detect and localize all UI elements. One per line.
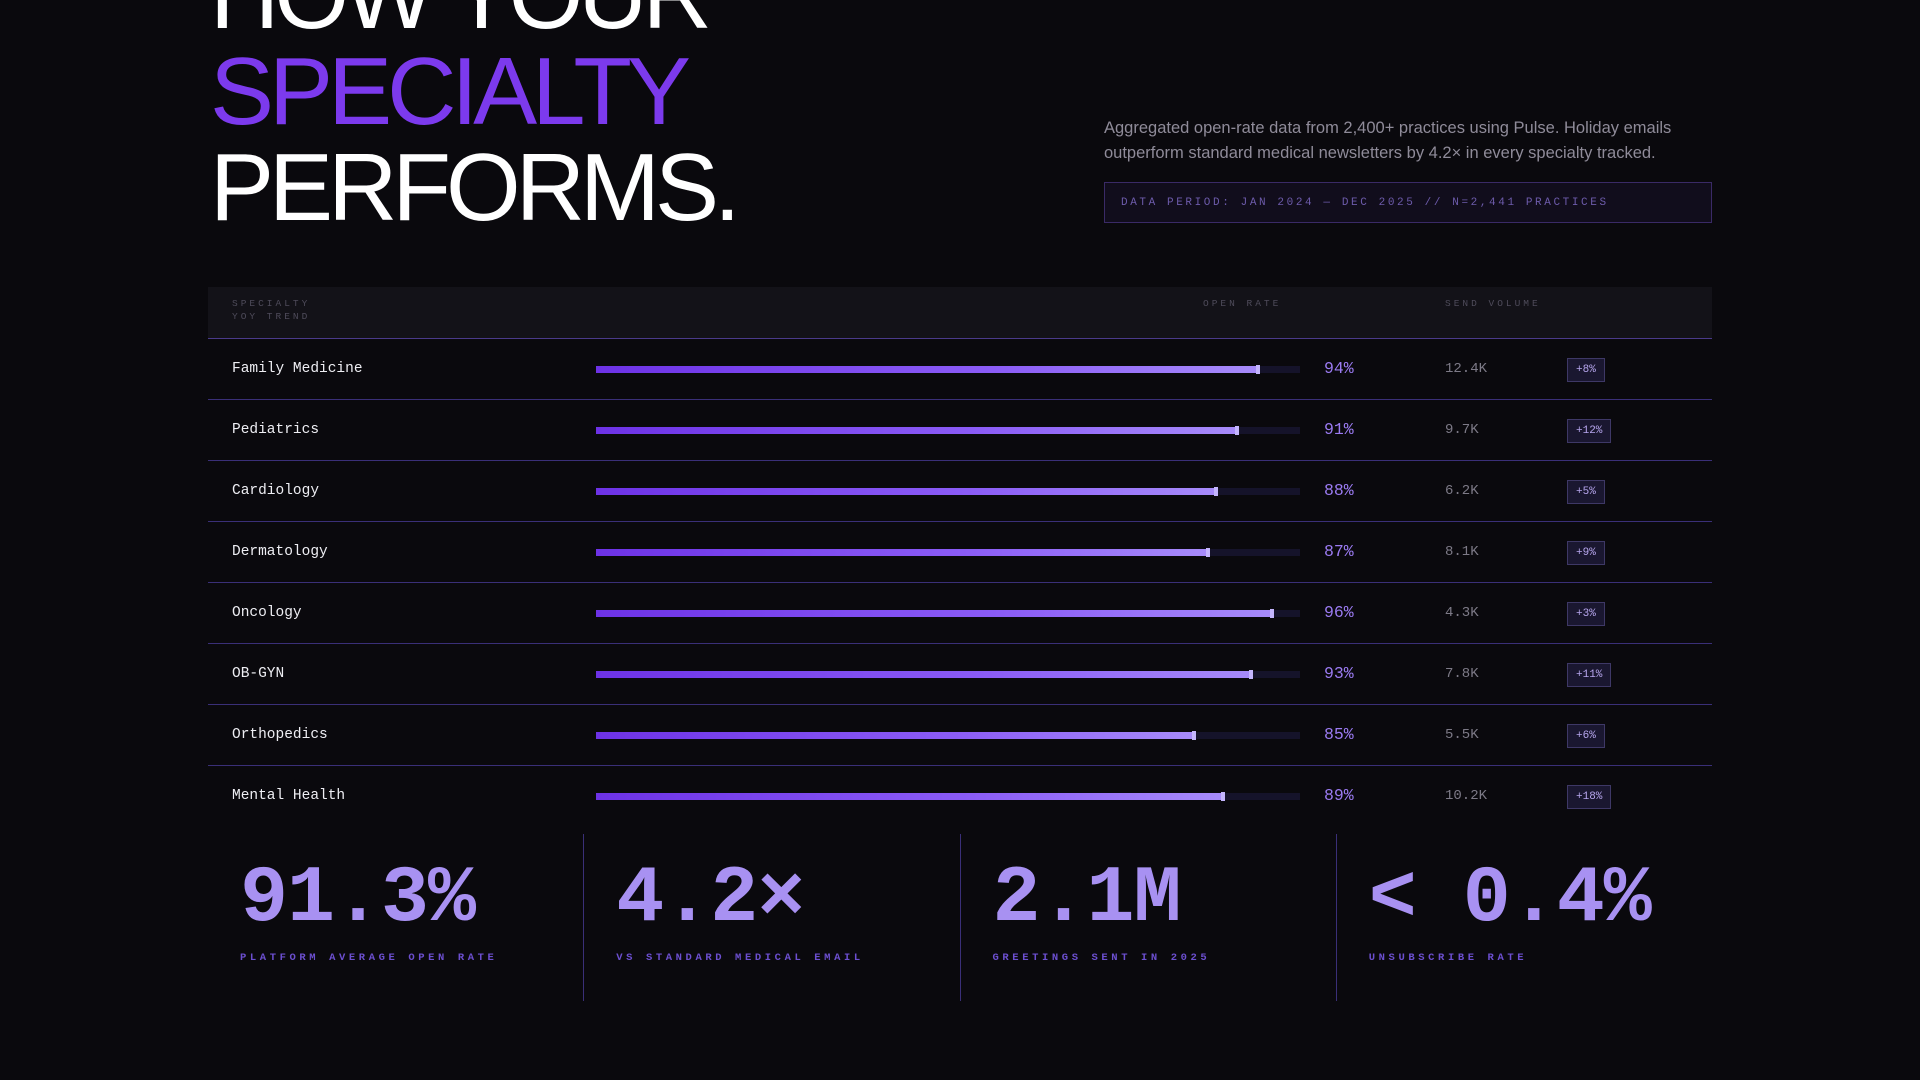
open-rate-bar-track <box>596 548 1300 557</box>
stat-value: 2.1M <box>992 854 1182 945</box>
yoy-trend-badge: +12% <box>1567 419 1612 443</box>
stat-value: 4.2× <box>616 854 805 945</box>
headline-line-1: HOW YOUR <box>210 0 736 44</box>
yoy-trend-badge: +9% <box>1567 541 1605 565</box>
stat-card: 91.3% PLATFORM AVERAGE OPEN RATE <box>208 834 583 1001</box>
header-specialty: SPECIALTY <box>232 298 311 309</box>
table-row: Dermatology 87% 8.1K +9% <box>208 522 1712 583</box>
yoy-trend-badge: +6% <box>1567 724 1605 748</box>
stat-value: < 0.4% <box>1368 854 1652 945</box>
table-body: Family Medicine 94% 12.4K +8% Pediatrics 91% 9… <box>208 339 1712 827</box>
open-rate-value: 87% <box>1324 542 1354 561</box>
stat-card: 2.1M GREETINGS SENT IN 2025 <box>959 834 1336 1001</box>
open-rate-bar-tip <box>1206 548 1211 557</box>
open-rate-value: 89% <box>1324 786 1354 805</box>
open-rate-bar-tip <box>1255 365 1260 374</box>
send-volume-value: 6.2K <box>1445 483 1479 499</box>
send-volume-value: 5.5K <box>1445 727 1479 743</box>
open-rate-bar-tip <box>1192 731 1197 740</box>
open-rate-bar-track <box>596 670 1300 679</box>
open-rate-value: 85% <box>1324 725 1354 744</box>
intro-description: Aggregated open-rate data from 2,400+ pr… <box>1104 119 1672 162</box>
open-rate-bar <box>596 609 1274 618</box>
data-period-badge: DATA PERIOD: JAN 2024 — DEC 2025 // N=2,… <box>1104 182 1712 223</box>
stat-value: 91.3% <box>240 854 476 945</box>
open-rate-bar-track <box>596 426 1300 435</box>
open-rate-bar <box>596 548 1211 557</box>
send-volume-value: 8.1K <box>1445 544 1479 560</box>
yoy-trend-badge: +5% <box>1567 480 1605 504</box>
yoy-trend-badge: +11% <box>1567 663 1612 687</box>
specialty-name: Orthopedics <box>232 727 328 743</box>
open-rate-bar-track <box>596 365 1300 374</box>
header-specialty-trend: SPECIALTY YOY TREND <box>232 297 310 323</box>
table-row: Family Medicine 94% 12.4K +8% <box>208 339 1712 400</box>
yoy-trend-badge: +3% <box>1567 602 1605 626</box>
table-row: Cardiology 88% 6.2K +5% <box>208 461 1712 522</box>
open-rate-bar <box>596 487 1218 496</box>
stat-label: VS STANDARD MEDICAL EMAIL <box>616 952 864 964</box>
headline-line-2: SPECIALTY <box>210 38 691 145</box>
header-open-rate: OPEN RATE <box>1203 298 1282 309</box>
open-rate-bar-tip <box>1248 670 1253 679</box>
open-rate-value: 88% <box>1324 481 1354 500</box>
specialty-name: Mental Health <box>232 788 346 804</box>
table-row: Pediatrics 91% 9.7K +12% <box>208 400 1712 461</box>
specialty-name: Family Medicine <box>232 361 363 377</box>
send-volume-value: 12.4K <box>1445 361 1488 377</box>
open-rate-bar <box>596 792 1225 801</box>
open-rate-bar-tip <box>1234 426 1239 435</box>
specialty-name: Pediatrics <box>232 422 320 438</box>
stat-label: UNSUBSCRIBE RATE <box>1368 952 1528 964</box>
open-rate-bar-track <box>596 487 1300 496</box>
table-header: SPECIALTY YOY TREND OPEN RATE SEND VOLUM… <box>208 287 1712 339</box>
stat-label: PLATFORM AVERAGE OPEN RATE <box>240 952 498 964</box>
stats-strip: 91.3% PLATFORM AVERAGE OPEN RATE 4.2× VS ST… <box>208 834 1712 1001</box>
yoy-trend-badge: +18% <box>1567 785 1612 809</box>
open-rate-value: 91% <box>1324 420 1354 439</box>
stat-card: < 0.4% UNSUBSCRIBE RATE <box>1335 834 1712 1001</box>
page-headline: HOW YOUR SPECIALTY PERFORMS. <box>210 0 741 241</box>
open-rate-bar <box>596 731 1197 740</box>
specialty-name: OB-GYN <box>232 666 285 682</box>
hero-section: HOW YOUR SPECIALTY PERFORMS. Aggregated … <box>210 0 1712 260</box>
header-yoy-trend: YOY TREND <box>232 311 311 322</box>
open-rate-bar <box>596 426 1239 435</box>
stat-card: 4.2× VS STANDARD MEDICAL EMAIL <box>583 834 959 1001</box>
header-send-volume: SEND VOLUME <box>1445 298 1541 309</box>
table-row: Orthopedics 85% 5.5K +6% <box>208 705 1712 766</box>
open-rate-value: 94% <box>1324 359 1354 378</box>
specialty-name: Cardiology <box>232 483 320 499</box>
send-volume-value: 9.7K <box>1445 422 1479 438</box>
specialty-name: Dermatology <box>232 544 328 560</box>
intro-block: Aggregated open-rate data from 2,400+ pr… <box>1104 116 1712 223</box>
open-rate-bar-tip <box>1213 487 1218 496</box>
open-rate-bar-track <box>596 792 1300 801</box>
send-volume-value: 10.2K <box>1445 788 1488 804</box>
open-rate-bar-tip <box>1269 609 1274 618</box>
specialty-open-rate-table: SPECIALTY YOY TREND OPEN RATE SEND VOLUM… <box>208 287 1712 827</box>
open-rate-value: 96% <box>1324 603 1354 622</box>
open-rate-bar-track <box>596 731 1300 740</box>
table-row: Mental Health 89% 10.2K +18% <box>208 766 1712 827</box>
open-rate-bar <box>596 365 1260 374</box>
open-rate-value: 93% <box>1324 664 1354 683</box>
specialty-name: Oncology <box>232 605 302 621</box>
yoy-trend-badge: +8% <box>1567 358 1605 382</box>
send-volume-value: 4.3K <box>1445 605 1479 621</box>
open-rate-bar-track <box>596 609 1300 618</box>
stat-label: GREETINGS SENT IN 2025 <box>992 952 1211 964</box>
open-rate-bar-tip <box>1220 792 1225 801</box>
table-row: Oncology 96% 4.3K +3% <box>208 583 1712 644</box>
table-row: OB-GYN 93% 7.8K +11% <box>208 644 1712 705</box>
headline-line-3: PERFORMS. <box>210 134 741 241</box>
send-volume-value: 7.8K <box>1445 666 1479 682</box>
open-rate-bar <box>596 670 1253 679</box>
